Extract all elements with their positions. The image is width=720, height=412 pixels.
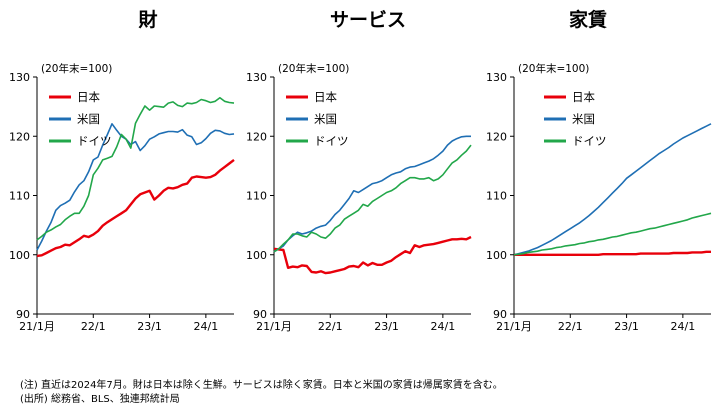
series-line-0-日本	[36, 158, 235, 258]
panel-title: 家賃	[569, 8, 607, 31]
x-tick-label: 24/1	[194, 320, 219, 333]
series-line-2-米国	[513, 123, 712, 256]
x-tick-label: 22/1	[318, 320, 343, 333]
panel-title: サービス	[330, 9, 406, 31]
x-tick-label: 23/1	[137, 320, 162, 333]
y-tick-label: 100	[246, 249, 267, 262]
series-line-1-米国	[273, 135, 471, 253]
legend-label: 日本	[572, 90, 595, 104]
unit-note: (20年末=100)	[518, 62, 589, 75]
legend-label: 米国	[314, 112, 337, 126]
legend-label: ドイツ	[77, 134, 112, 148]
y-tick-label: 100	[486, 249, 507, 262]
y-tick-label: 130	[486, 71, 507, 84]
note-line: (注) 直近は2024年7月。財は日本は除く生鮮。サービスは除く家賃。日本と米国…	[20, 380, 503, 391]
x-tick-label: 22/1	[558, 320, 583, 333]
y-tick-label: 130	[9, 71, 30, 84]
y-tick-label: 110	[246, 190, 267, 203]
x-tick-label: 21/1月	[496, 320, 532, 333]
y-tick-label: 120	[9, 130, 30, 143]
y-tick-label: 120	[486, 130, 507, 143]
series-line-1-ドイツ	[273, 144, 472, 253]
unit-note: (20年末=100)	[41, 62, 112, 75]
y-tick-label: 110	[9, 190, 30, 203]
y-tick-label: 100	[9, 249, 30, 262]
series-line-1-日本	[273, 235, 472, 275]
series-line-2-日本	[514, 250, 711, 257]
y-tick-label: 90	[493, 308, 507, 321]
footnotes: (注) 直近は2024年7月。財は日本は除く生鮮。サービスは除く家賃。日本と米国…	[20, 379, 503, 407]
y-tick-label: 120	[246, 130, 267, 143]
y-tick-label: 90	[16, 308, 30, 321]
x-tick-label: 22/1	[81, 320, 106, 333]
source-line: (出所) 総務省、BLS、独連邦統計局	[20, 394, 180, 405]
series-line-0-ドイツ	[36, 96, 235, 241]
x-tick-label: 21/1月	[256, 320, 292, 333]
y-tick-label: 90	[253, 308, 267, 321]
legend-label: ドイツ	[572, 134, 607, 148]
series-line-0-米国	[36, 123, 235, 251]
legend-label: ドイツ	[314, 134, 349, 148]
legend-label: 日本	[314, 90, 337, 104]
x-tick-label: 23/1	[374, 320, 399, 333]
y-tick-label: 130	[246, 71, 267, 84]
legend-label: 米国	[572, 112, 595, 126]
x-tick-label: 24/1	[431, 320, 456, 333]
panel-title: 財	[138, 8, 157, 31]
unit-note: (20年末=100)	[278, 62, 349, 75]
legend-label: 日本	[77, 90, 100, 104]
x-tick-label: 24/1	[671, 320, 696, 333]
series-line-2-ドイツ	[513, 212, 712, 256]
y-tick-label: 110	[486, 190, 507, 203]
x-tick-label: 23/1	[614, 320, 639, 333]
legend-label: 米国	[77, 112, 100, 126]
x-tick-label: 21/1月	[19, 320, 55, 333]
